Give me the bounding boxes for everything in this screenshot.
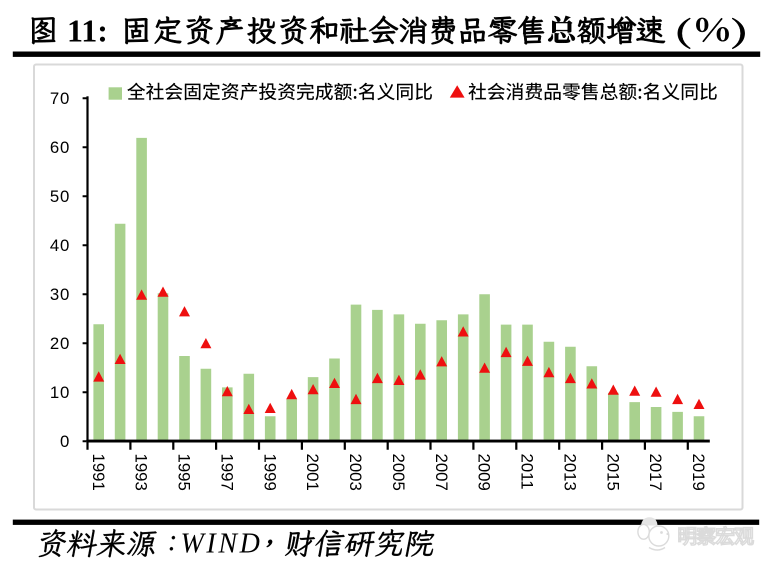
svg-text:1999: 1999 — [260, 454, 279, 491]
svg-text:2017: 2017 — [646, 454, 665, 491]
svg-text:1993: 1993 — [132, 454, 151, 491]
svg-text:2013: 2013 — [561, 454, 580, 491]
svg-text:2011: 2011 — [518, 454, 537, 490]
svg-text:30: 30 — [50, 285, 70, 304]
svg-text:20: 20 — [50, 334, 70, 353]
svg-text:2009: 2009 — [475, 454, 494, 491]
svg-text:2015: 2015 — [603, 454, 622, 491]
svg-text:1997: 1997 — [217, 454, 236, 491]
svg-text:60: 60 — [50, 138, 70, 157]
svg-text:2003: 2003 — [346, 454, 365, 491]
svg-text:10: 10 — [50, 383, 70, 402]
svg-text:1991: 1991 — [89, 454, 108, 491]
svg-text:1995: 1995 — [175, 454, 194, 491]
svg-text:40: 40 — [50, 236, 70, 255]
svg-text:0: 0 — [60, 432, 70, 451]
svg-text:2001: 2001 — [303, 454, 322, 491]
svg-text:WIND: WIND — [181, 529, 263, 560]
svg-text:70: 70 — [50, 89, 70, 108]
svg-text:2005: 2005 — [389, 454, 408, 491]
svg-text:2019: 2019 — [689, 454, 708, 491]
svg-text:2007: 2007 — [432, 454, 451, 491]
svg-text:50: 50 — [50, 187, 70, 206]
svg-text:11:: 11: — [67, 12, 108, 48]
